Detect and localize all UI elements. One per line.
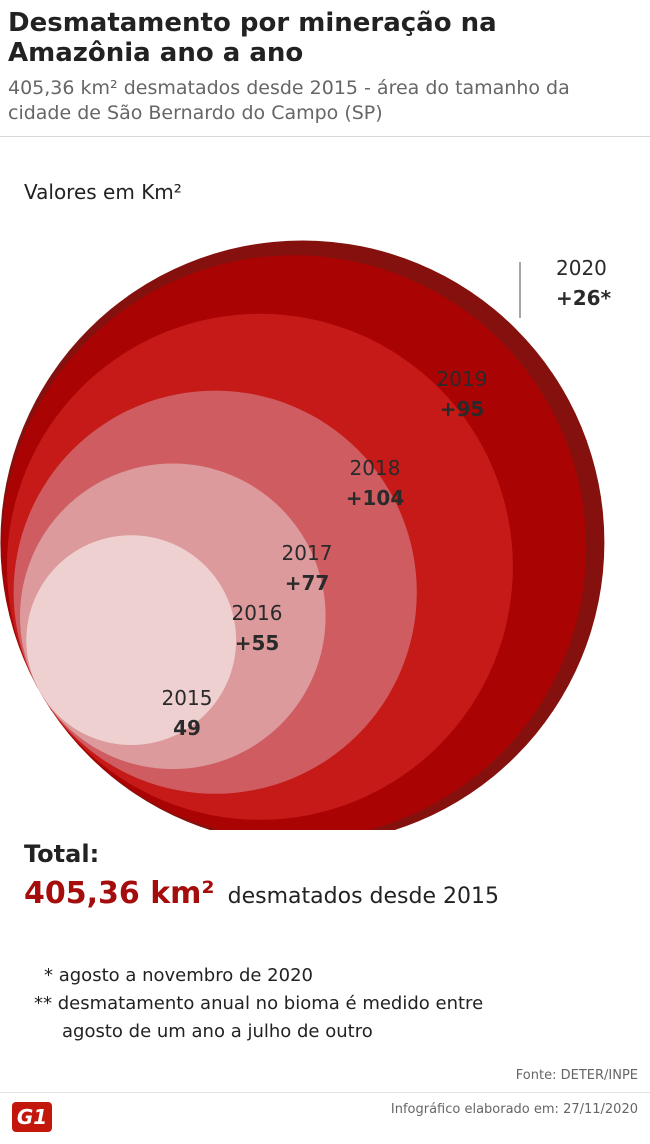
credit-text: Infográfico elaborado em: 27/11/2020 <box>390 1102 638 1117</box>
footnote-method: ** desmatamento anual no bioma é medido … <box>34 993 484 1014</box>
total-value: 405,36 km² <box>24 876 215 911</box>
year-label-2017: 2017 <box>282 541 333 565</box>
value-label-2017: +77 <box>285 571 330 595</box>
year-label-2020: 2020 <box>556 256 607 280</box>
bubble-2015 <box>26 535 237 745</box>
year-label-2016: 2016 <box>232 601 283 625</box>
value-label-2019: +95 <box>440 397 485 421</box>
header-divider <box>0 136 650 137</box>
value-label-2018: +104 <box>346 486 405 510</box>
value-label-2020: +26* <box>556 286 612 310</box>
year-label-2019: 2019 <box>437 367 488 391</box>
g1-logo: G1 <box>12 1102 52 1132</box>
footnote-method-cont: agosto de um ano a julho de outro <box>62 1021 373 1042</box>
total-label: Total: <box>24 840 100 868</box>
units-label: Valores em Km² <box>24 180 182 204</box>
total-text: desmatados desde 2015 <box>227 884 499 909</box>
footer-divider <box>0 1092 650 1093</box>
total-line: 405,36 km² desmatados desde 2015 <box>24 876 499 911</box>
value-label-2016: +55 <box>235 631 280 655</box>
source-text: Fonte: DETER/INPE <box>515 1068 638 1083</box>
value-label-2015: 49 <box>173 716 201 740</box>
bubble-chart: 2015 49 2016 +55 2017 +77 2018 +104 2019 +95 2020 +… <box>0 240 612 830</box>
year-label-2018: 2018 <box>350 456 401 480</box>
year-label-2015: 2015 <box>162 686 213 710</box>
chart-subtitle: 405,36 km² desmatados desde 2015 - área … <box>8 77 570 124</box>
chart-title: Desmatamento por mineração na Amazônia a… <box>8 8 497 68</box>
footnote-2020: * agosto a novembro de 2020 <box>44 965 313 986</box>
